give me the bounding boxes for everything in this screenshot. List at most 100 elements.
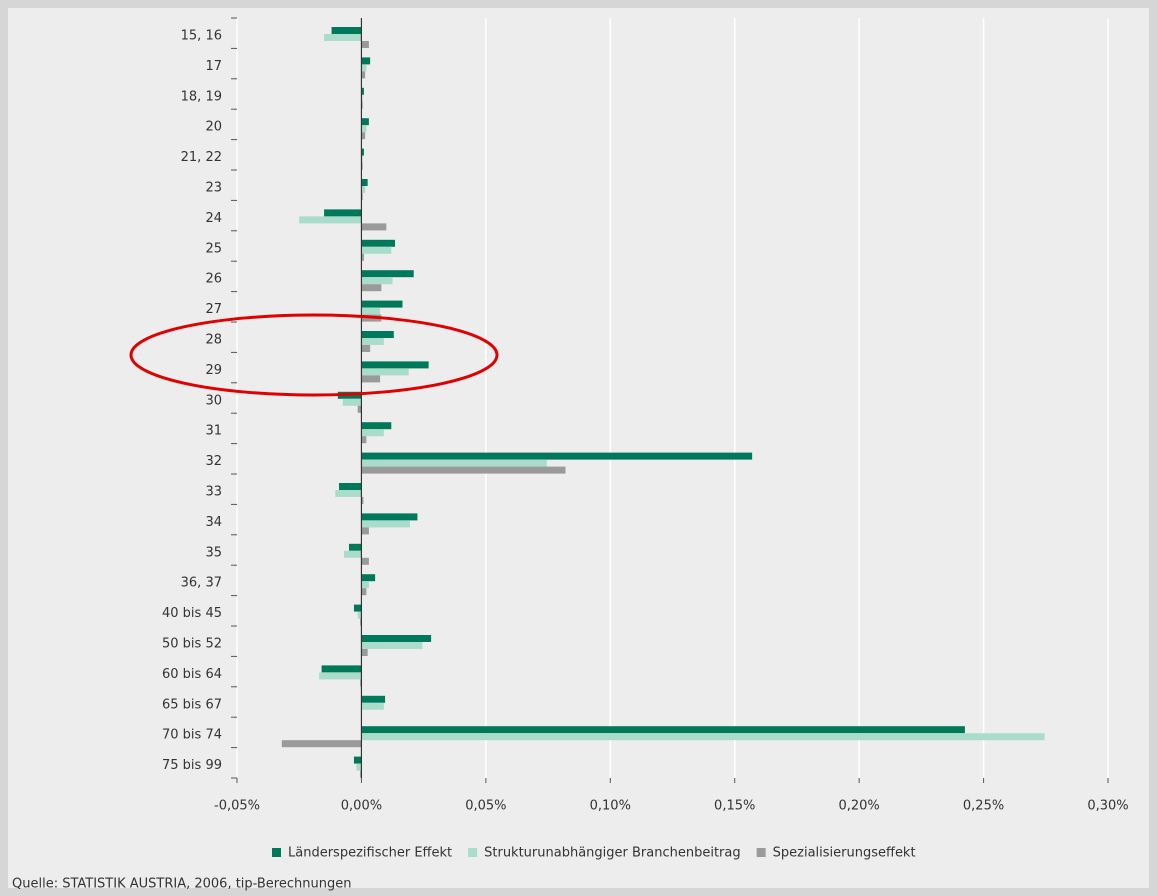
y-tick-label: 26 xyxy=(205,272,222,287)
bar xyxy=(319,672,362,680)
bar xyxy=(361,452,753,460)
y-tick-label: 24 xyxy=(205,211,222,226)
bar xyxy=(361,557,369,565)
y-tick-label: 50 bis 52 xyxy=(162,637,222,652)
x-tick-label: 0,20% xyxy=(838,799,879,814)
bar xyxy=(361,375,381,383)
bar xyxy=(361,368,409,376)
bar xyxy=(348,543,362,551)
bar xyxy=(357,405,362,413)
bar xyxy=(324,34,362,41)
bar xyxy=(331,27,362,34)
bar xyxy=(361,253,364,261)
y-tick-label: 20 xyxy=(205,120,222,135)
bar xyxy=(361,87,364,95)
bar xyxy=(361,733,1045,741)
bar xyxy=(361,41,369,48)
legend-swatch xyxy=(468,848,478,857)
x-tick-label: 0,10% xyxy=(590,799,631,814)
bar xyxy=(281,740,362,748)
y-tick-label: 33 xyxy=(205,485,222,500)
bar xyxy=(361,429,384,437)
x-tick-label: 0,25% xyxy=(963,799,1004,814)
bar xyxy=(361,422,392,430)
bar xyxy=(321,665,362,673)
legend-label: Länderspezifischer Effekt xyxy=(288,846,452,861)
bar xyxy=(360,618,362,626)
x-tick-label: 0,30% xyxy=(1087,799,1128,814)
bar xyxy=(361,277,393,285)
bar xyxy=(361,574,376,582)
x-tick-label: 0,15% xyxy=(714,799,755,814)
x-tick-label: 0,05% xyxy=(465,799,506,814)
y-tick-label: 70 bis 74 xyxy=(162,728,222,743)
bar xyxy=(353,756,362,764)
bar xyxy=(353,604,362,612)
bar xyxy=(361,270,414,278)
y-tick-label: 32 xyxy=(205,454,222,469)
bar xyxy=(361,57,371,65)
y-tick-label: 17 xyxy=(205,59,222,74)
bar xyxy=(361,588,367,596)
y-tick-label: 34 xyxy=(205,515,222,530)
bar xyxy=(361,338,384,345)
bar xyxy=(339,483,362,490)
source-note: Quelle: STATISTIK AUSTRIA, 2006, tip-Ber… xyxy=(12,877,351,892)
bar xyxy=(344,550,362,558)
bar xyxy=(361,64,367,72)
bar xyxy=(361,345,371,352)
bar xyxy=(361,162,363,170)
bar xyxy=(361,179,368,186)
legend-swatch xyxy=(756,848,766,857)
bar xyxy=(361,307,381,315)
y-tick-label: 25 xyxy=(205,241,222,256)
highlight-ellipse xyxy=(129,313,499,397)
panel xyxy=(8,8,1149,888)
y-tick-label: 75 bis 99 xyxy=(162,758,222,773)
bar xyxy=(361,71,366,79)
bar xyxy=(360,770,362,778)
bar xyxy=(335,490,362,497)
bar xyxy=(361,361,429,369)
y-tick-label: 28 xyxy=(205,333,222,348)
bar xyxy=(361,581,369,589)
bar xyxy=(357,611,362,619)
bar xyxy=(361,331,394,338)
y-tick-label: 18, 19 xyxy=(181,89,222,104)
bar xyxy=(361,132,366,140)
y-tick-label: 36, 37 xyxy=(181,576,222,591)
bar xyxy=(361,155,363,163)
bar xyxy=(361,695,386,703)
bar xyxy=(361,459,547,467)
bar xyxy=(361,513,418,521)
bar xyxy=(324,209,362,217)
y-tick-label: 60 bis 64 xyxy=(162,667,222,682)
y-tick-label: 23 xyxy=(205,181,222,196)
x-tick-label: 0,00% xyxy=(341,799,382,814)
legend-label: Spezialisierungseffekt xyxy=(773,846,916,861)
x-tick-label: -0,05% xyxy=(214,799,260,814)
legend-label: Strukturunabhängiger Branchenbeitrag xyxy=(484,846,741,861)
bar xyxy=(361,702,384,710)
bar xyxy=(361,125,367,133)
bar xyxy=(342,398,362,406)
bar xyxy=(361,223,387,231)
y-tick-label: 65 bis 67 xyxy=(162,697,222,712)
bar xyxy=(361,527,369,535)
bar xyxy=(361,726,965,734)
bar xyxy=(361,239,396,247)
y-tick-label: 40 bis 45 xyxy=(162,606,222,621)
bar xyxy=(361,497,364,504)
legend-swatch xyxy=(272,848,281,857)
y-tick-label: 30 xyxy=(205,393,222,408)
bar xyxy=(361,436,367,444)
y-tick-label: 15, 16 xyxy=(181,29,222,44)
bar xyxy=(361,246,392,254)
bar xyxy=(361,466,566,474)
bar xyxy=(361,193,363,200)
bar xyxy=(361,94,363,102)
bar xyxy=(361,300,403,308)
bar xyxy=(299,216,362,224)
bar xyxy=(356,763,362,771)
